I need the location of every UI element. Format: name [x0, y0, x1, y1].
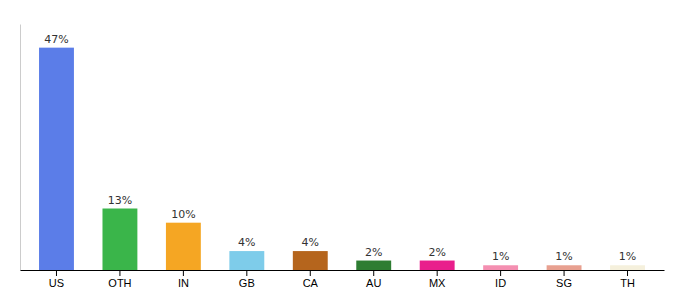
data-label: 1% — [555, 250, 572, 263]
bar — [483, 265, 518, 270]
x-tick: AU — [366, 270, 381, 289]
data-label: 13% — [108, 194, 132, 207]
x-tick-mark — [310, 270, 311, 276]
data-label: 2% — [365, 246, 382, 259]
bar — [547, 265, 582, 270]
bars — [39, 48, 645, 270]
bar — [229, 251, 264, 270]
x-tick: SG — [556, 270, 572, 289]
x-tick-label: AU — [366, 277, 381, 289]
x-tick-label: CA — [303, 277, 319, 289]
x-tick-label: OTH — [108, 277, 131, 289]
bar — [420, 261, 455, 270]
bar — [102, 209, 137, 271]
x-tick-mark — [627, 270, 628, 276]
x-tick-mark — [564, 270, 565, 276]
x-tick: CA — [303, 270, 319, 289]
data-label: 1% — [619, 250, 636, 263]
data-label: 2% — [428, 246, 445, 259]
chart: US OTH IN GB CA AU MX ID SG TH 47% 13% 10% 4% 4% 2% 2% 1%… — [0, 0, 680, 300]
data-label: 1% — [492, 250, 509, 263]
x-tick-label: GB — [239, 277, 255, 289]
x-tick-label: MX — [429, 277, 446, 289]
x-tick-mark — [373, 270, 374, 276]
x-tick-label: SG — [556, 277, 572, 289]
x-tick-label: ID — [495, 277, 506, 289]
x-tick: US — [49, 270, 64, 289]
x-tick-label: US — [49, 277, 64, 289]
x-tick: MX — [429, 270, 446, 289]
x-tick: GB — [239, 270, 255, 289]
data-label: 4% — [302, 236, 319, 249]
x-axis-line — [21, 270, 665, 271]
x-tick-mark — [56, 270, 57, 276]
data-label: 47% — [44, 33, 68, 46]
x-tick-mark — [183, 270, 184, 276]
bar — [39, 48, 74, 270]
x-axis: US OTH IN GB CA AU MX ID SG TH — [21, 270, 665, 289]
data-label: 10% — [171, 208, 195, 221]
x-tick: TH — [620, 270, 635, 289]
data-label: 4% — [238, 236, 255, 249]
plot: US OTH IN GB CA AU MX ID SG TH 47% 13% 10% 4% 4% 2% 2% 1%… — [21, 25, 665, 289]
x-tick: OTH — [108, 270, 131, 289]
x-tick-mark — [246, 270, 247, 276]
y-axis — [20, 25, 21, 271]
x-tick-label: TH — [620, 277, 635, 289]
x-tick-mark — [119, 270, 120, 276]
data-labels: 47% 13% 10% 4% 4% 2% 2% 1% 1% 1% — [44, 33, 636, 264]
bar — [610, 265, 645, 270]
x-tick-mark — [437, 270, 438, 276]
x-tick: ID — [495, 270, 506, 289]
x-tick-mark — [500, 270, 501, 276]
bar — [293, 251, 328, 270]
bar — [356, 261, 391, 270]
bar — [166, 223, 201, 270]
x-tick-label: IN — [178, 277, 189, 289]
y-axis-line — [20, 25, 21, 271]
x-tick: IN — [178, 270, 189, 289]
